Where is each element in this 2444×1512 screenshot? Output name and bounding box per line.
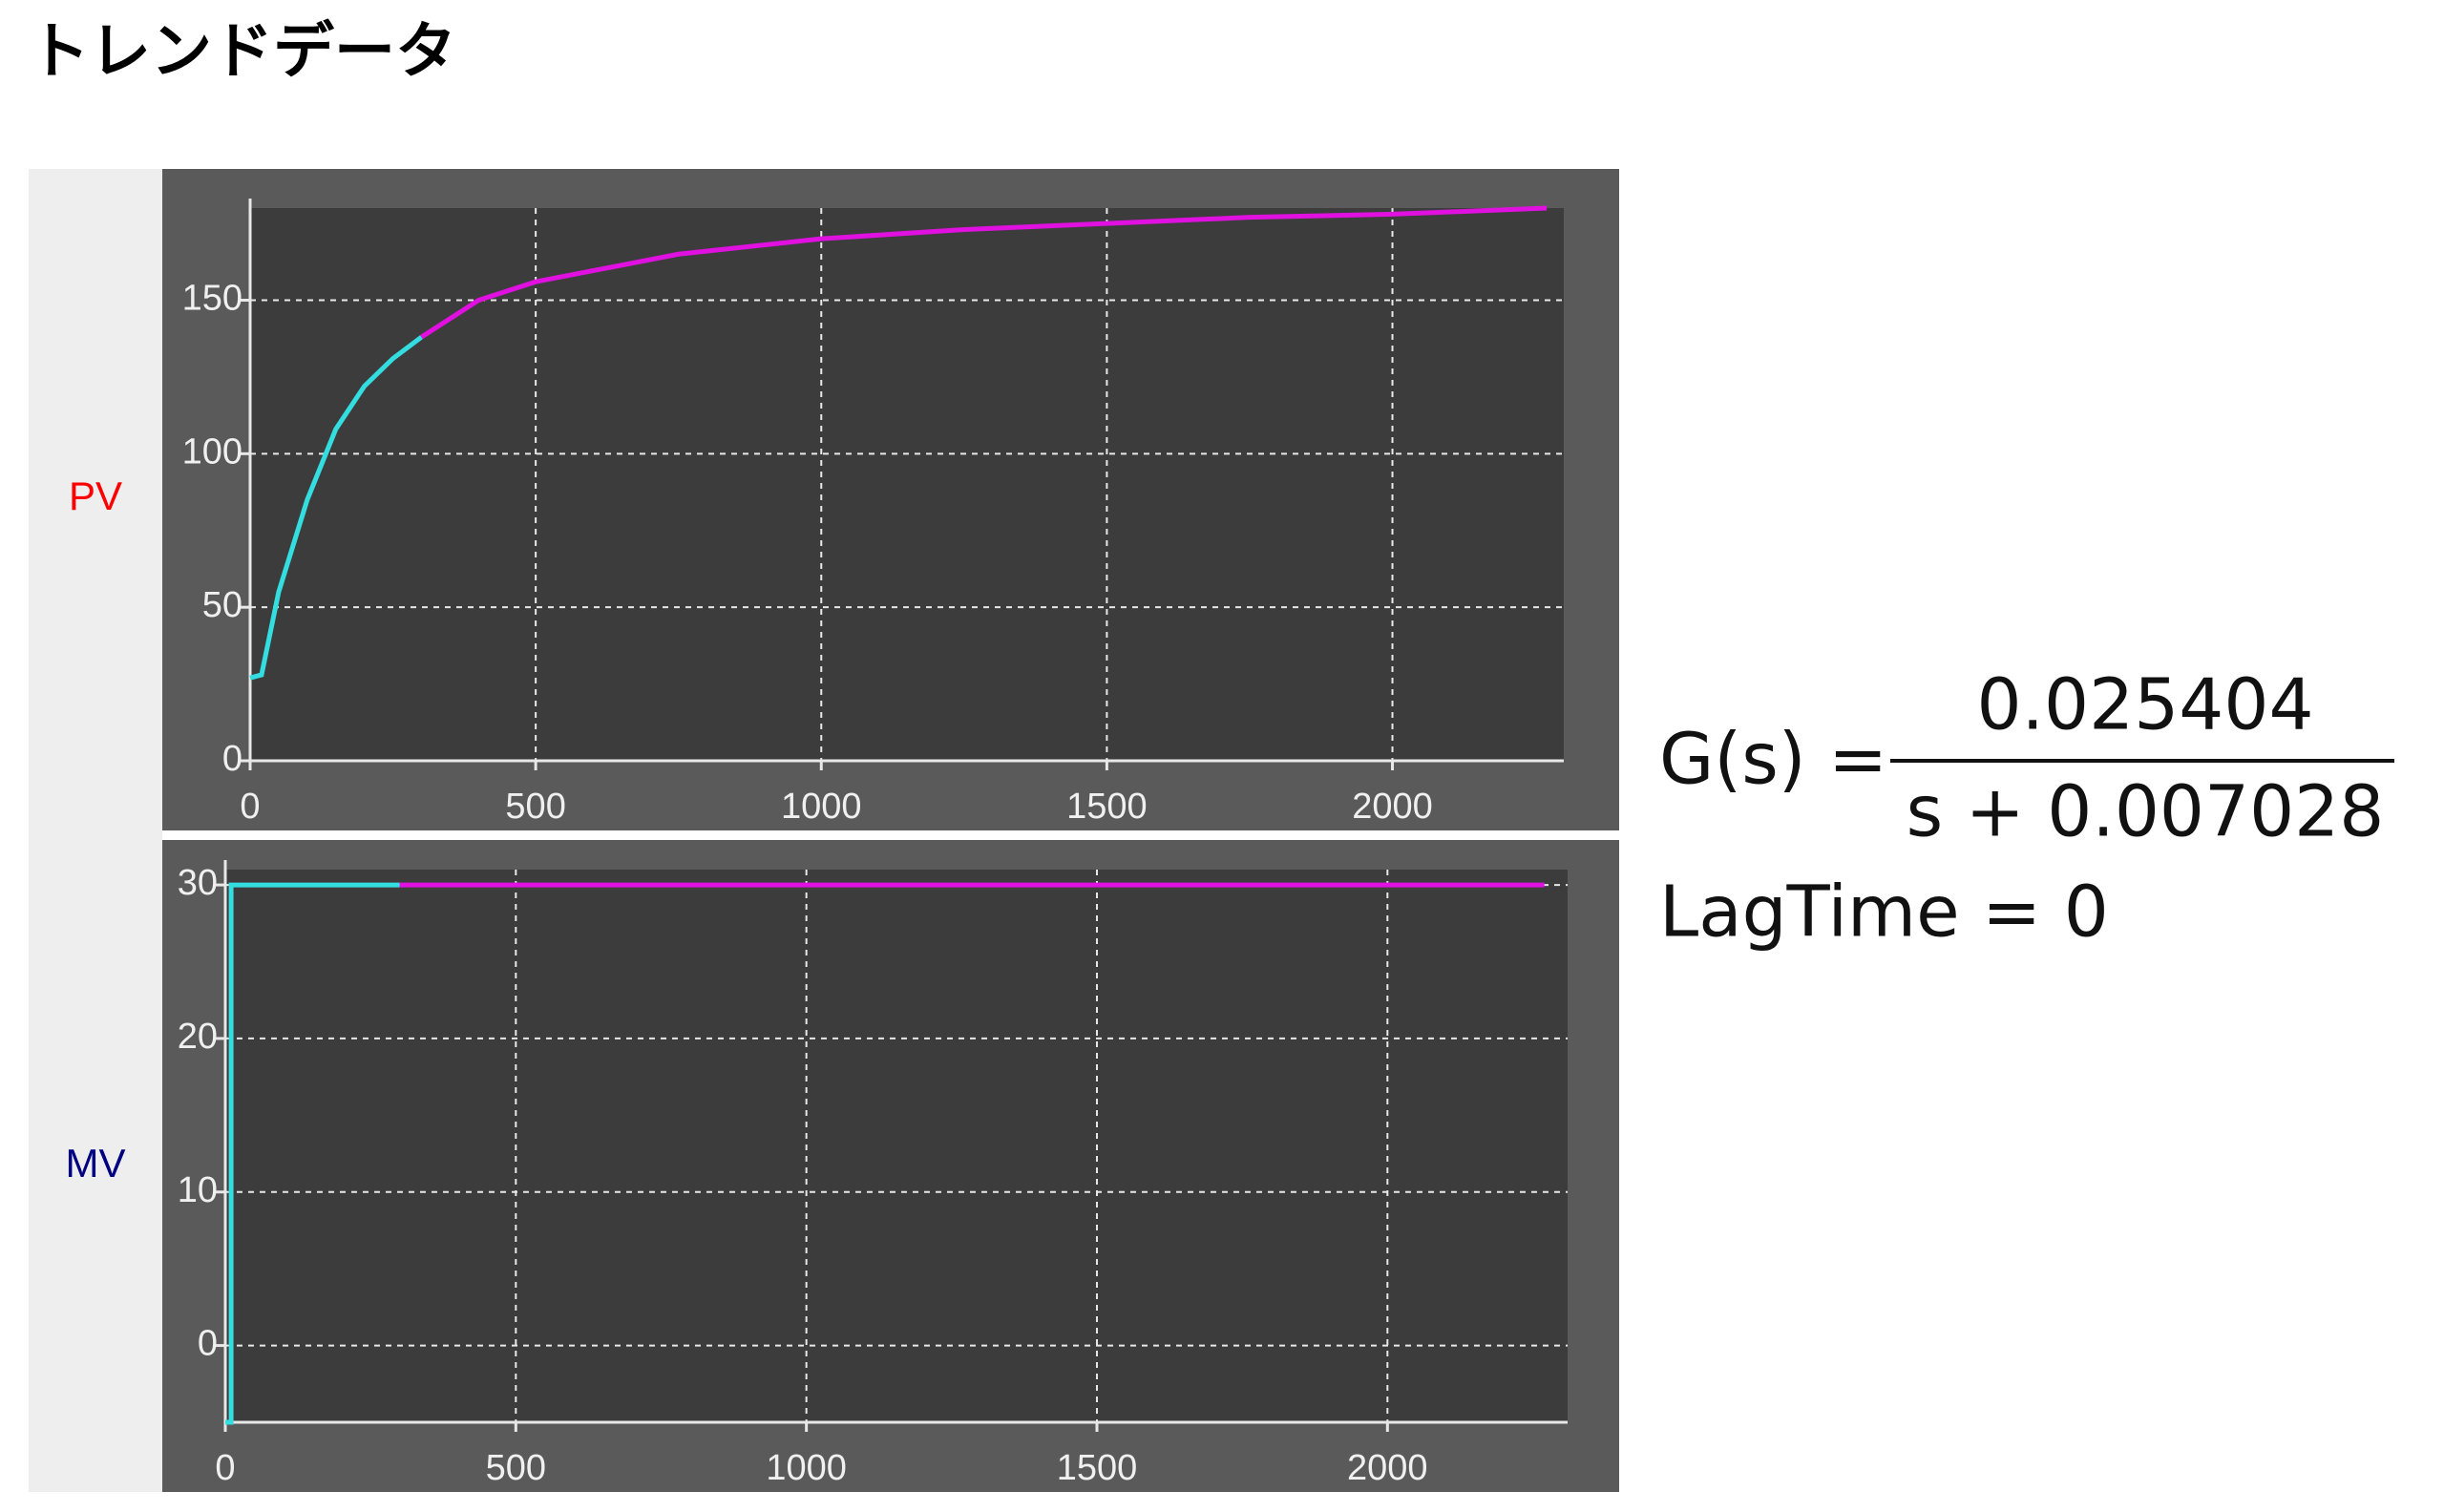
y-tick-label: 10 — [178, 1170, 218, 1210]
y-axis-label: MV — [66, 1141, 126, 1186]
y-tick-label: 0 — [198, 1324, 218, 1364]
x-tick-label: 1000 — [766, 1448, 847, 1488]
formula-denominator: s + 0.007028 — [1907, 771, 2385, 853]
page-title: トレンドデータ — [29, 17, 456, 88]
formula-numerator: 0.025404 — [1976, 664, 2313, 746]
x-tick-label: 1500 — [1057, 1448, 1138, 1488]
x-tick-label: 2000 — [1347, 1448, 1428, 1488]
x-tick-label: 1500 — [1066, 787, 1148, 827]
x-tick-label: 1000 — [781, 787, 862, 827]
series-line — [225, 882, 400, 1425]
y-tick-label: 100 — [182, 431, 242, 472]
lag-time: LagTime = 0 — [1659, 872, 2109, 954]
y-tick-label: 0 — [222, 739, 242, 779]
plot-area — [250, 208, 1564, 761]
y-tick-label: 20 — [178, 1017, 218, 1057]
series-line — [420, 205, 1548, 340]
y-tick-label: 50 — [202, 585, 242, 625]
y-axis-label: PV — [69, 473, 122, 518]
y-tick-label: 30 — [178, 863, 218, 903]
formula-lhs: G(s) = — [1659, 719, 1887, 801]
x-tick-label: 0 — [240, 787, 260, 827]
label-column — [29, 169, 162, 1492]
plot-area — [225, 870, 1568, 1422]
x-tick-label: 500 — [486, 1448, 546, 1488]
x-tick-label: 2000 — [1352, 787, 1433, 827]
series-line — [249, 335, 423, 681]
y-tick-label: 150 — [182, 279, 242, 319]
x-tick-label: 500 — [505, 787, 565, 827]
x-tick-label: 0 — [215, 1448, 235, 1488]
